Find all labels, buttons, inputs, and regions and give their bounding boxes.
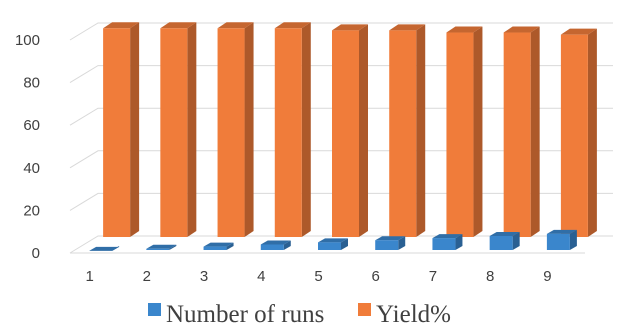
- x-tick-label: 3: [200, 268, 208, 285]
- y-tick-label: 0: [32, 245, 40, 262]
- legend-label-runs: Number of runs: [166, 301, 324, 327]
- runs-bar: [203, 242, 234, 250]
- yield-bar: [160, 22, 197, 238]
- bars: [89, 22, 597, 251]
- gridline: [69, 22, 613, 41]
- yield-bar: [103, 22, 140, 238]
- runs-bar: [318, 238, 348, 250]
- runs-bar: [546, 229, 577, 250]
- y-tick-label: 20: [23, 202, 40, 219]
- yield-bar: [446, 26, 483, 237]
- yield-bar: [503, 26, 540, 237]
- runs-bar: [146, 244, 177, 250]
- y-tick-label: 80: [23, 75, 40, 92]
- x-tick-label: 7: [429, 268, 437, 285]
- y-tick-label: 40: [23, 160, 40, 177]
- gridline: [69, 150, 613, 169]
- legend: Number of runs Yield%: [148, 301, 451, 327]
- yield-bar: [389, 24, 426, 237]
- y-tick-label: 60: [23, 117, 40, 134]
- runs-bar: [432, 234, 463, 250]
- x-tick-label: 5: [314, 268, 322, 285]
- x-tick-label: 9: [543, 268, 551, 285]
- gridline: [69, 192, 613, 211]
- y-tick-label: 100: [15, 32, 40, 49]
- gridline: [69, 65, 613, 84]
- x-axis-ticks: 1 2 3 4 5 6 7 8 9: [85, 268, 551, 285]
- x-tick-label: 1: [85, 268, 93, 285]
- gridline: [69, 107, 613, 126]
- yield-bar: [560, 28, 597, 238]
- y-axis-ticks: 0 20 40 60 80 100: [15, 32, 40, 262]
- x-tick-label: 2: [143, 268, 151, 285]
- x-tick-label: 6: [372, 268, 380, 285]
- x-tick-label: 8: [486, 268, 494, 285]
- runs-bar: [375, 236, 406, 250]
- legend-swatch-yield: [358, 303, 371, 316]
- yield-bar: [274, 22, 311, 238]
- yield-bar: [332, 24, 368, 237]
- runs-bar: [260, 240, 291, 250]
- legend-swatch-runs: [148, 303, 161, 316]
- legend-label-yield: Yield%: [376, 301, 451, 327]
- x-tick-label: 4: [257, 268, 265, 285]
- yield-bar: [217, 22, 254, 238]
- gridlines: [69, 22, 613, 254]
- runs-bar: [489, 231, 520, 250]
- runs-bar: [89, 246, 120, 251]
